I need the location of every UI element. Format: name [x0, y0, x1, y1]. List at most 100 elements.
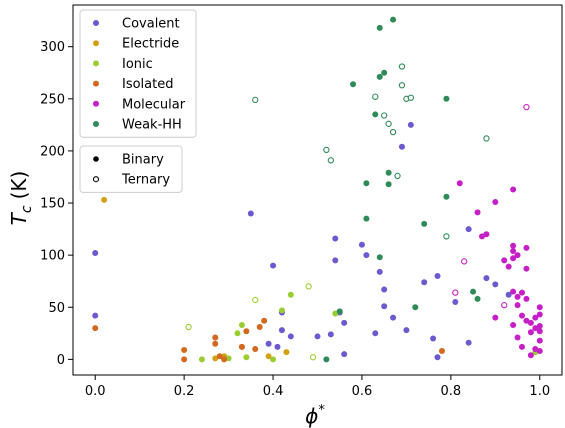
molecular-binary-point	[514, 252, 521, 259]
y-axis-ticks: 0 50 100 150 200 250 300	[40, 40, 73, 368]
electride-binary-point	[283, 349, 290, 356]
covalent-binary-point	[492, 281, 499, 288]
molecular-ternary-point	[523, 103, 530, 111]
weak-hh-ternary-point	[407, 94, 415, 101]
ionic-ternary-point	[252, 296, 259, 304]
isolated-binary-point	[92, 325, 99, 332]
molecular-binary-point	[518, 289, 525, 296]
molecular-binary-point	[536, 304, 543, 311]
ionic-binary-point	[270, 356, 277, 363]
weak-hh-ternary-point	[398, 63, 406, 70]
ionic-binary-point	[287, 291, 294, 298]
weak-hh-binary-point	[412, 304, 419, 311]
weak-hh-binary-point	[443, 95, 450, 102]
covalent-binary-point	[465, 226, 472, 233]
y-tick-label: 300	[40, 40, 65, 55]
electride-binary-point	[265, 353, 272, 360]
molecular-binary-point	[492, 314, 499, 321]
weak-hh-binary-point	[336, 308, 343, 315]
weak-hh-ternary-point	[323, 146, 330, 154]
molecular-binary-point	[510, 186, 517, 193]
covalent-binary-point	[483, 275, 490, 282]
y-tick-label: 250	[40, 92, 65, 107]
ionic-ternary-point	[185, 323, 192, 331]
molecular-binary-point	[532, 345, 539, 352]
covalent-binary-point	[430, 335, 437, 342]
molecular-binary-point	[474, 209, 481, 216]
weak-hh-binary-point	[372, 111, 379, 118]
legend-marker-ionic	[93, 60, 99, 67]
molecular-binary-point	[523, 317, 530, 324]
marker-legend-box	[79, 145, 183, 193]
molecular-binary-point	[456, 180, 463, 187]
weak-hh-binary-point	[385, 169, 392, 176]
legend-marker-type: Binary Ternary	[79, 145, 183, 193]
isolated-binary-point	[181, 346, 188, 353]
isolated-binary-point	[216, 353, 223, 360]
covalent-binary-point	[390, 314, 397, 321]
covalent-binary-point	[381, 286, 388, 293]
isolated-binary-point	[221, 356, 228, 363]
isolated-binary-point	[243, 328, 250, 335]
molecular-binary-point	[514, 293, 521, 300]
weak-hh-binary-point	[323, 356, 330, 363]
ionic-binary-point	[238, 321, 245, 328]
covalent-binary-point	[398, 143, 405, 150]
ionic-binary-point	[332, 310, 339, 317]
weak-hh-ternary-point	[443, 233, 450, 240]
molecular-binary-point	[532, 325, 539, 332]
ionic-binary-point	[278, 307, 285, 314]
legend-categories: Covalent Electride Ionic Isolated Molecular W…	[79, 9, 197, 138]
covalent-binary-point	[341, 351, 348, 358]
weak-hh-binary-point	[376, 73, 383, 80]
ionic-binary-point	[234, 330, 241, 337]
y-tick-label: 100	[40, 249, 65, 264]
covalent-binary-point	[274, 343, 281, 350]
covalent-binary-point	[465, 339, 472, 346]
molecular-binary-point	[536, 337, 543, 344]
legend-label-electride: Electride	[122, 37, 179, 52]
x-axis-ticks: 0.0 0.2 0.4 0.6 0.8 1.0	[85, 375, 550, 399]
y-tick-label: 200	[40, 144, 65, 159]
molecular-binary-point	[532, 314, 539, 321]
weak-hh-binary-point	[390, 16, 397, 23]
molecular-binary-point	[523, 244, 530, 251]
legend-box	[79, 9, 197, 138]
x-tick-label: 0.0	[85, 384, 106, 399]
legend-marker-ternary	[92, 176, 100, 183]
weak-hh-ternary-point	[483, 135, 490, 142]
covalent-binary-point	[372, 330, 379, 337]
legend-label-ternary: Ternary	[121, 173, 170, 188]
legend-label-ionic: Ionic	[122, 57, 153, 72]
isolated-binary-point	[252, 345, 259, 352]
covalent-binary-point	[92, 312, 99, 319]
x-tick-label: 0.4	[263, 384, 284, 399]
molecular-binary-point	[527, 319, 534, 326]
legend-marker-electride	[93, 40, 99, 47]
molecular-binary-point	[518, 312, 525, 319]
legend-marker-isolated	[93, 80, 99, 87]
legend-marker-binary	[93, 156, 99, 162]
plot-frame	[72, 4, 563, 376]
covalent-binary-point	[363, 252, 370, 259]
covalent-binary-point	[332, 235, 339, 242]
data-points	[92, 16, 543, 363]
legend-marker-covalent	[93, 20, 99, 26]
molecular-binary-point	[514, 302, 521, 309]
legend-marker-molecular	[93, 100, 99, 107]
molecular-binary-point	[536, 348, 543, 355]
weak-hh-ternary-point	[385, 120, 392, 127]
weak-hh-binary-point	[421, 220, 428, 227]
covalent-binary-point	[332, 257, 339, 264]
covalent-binary-point	[407, 121, 414, 128]
ionic-ternary-point	[305, 283, 312, 290]
weak-hh-binary-point	[385, 181, 392, 188]
molecular-binary-point	[536, 328, 543, 335]
y-tick-label: 0	[57, 353, 65, 368]
covalent-binary-point	[452, 299, 459, 306]
weak-hh-binary-point	[376, 24, 383, 31]
legend-label-weak-hh: Weak-HH	[122, 118, 182, 133]
molecular-binary-point	[518, 343, 525, 350]
ionic-binary-point	[198, 356, 205, 363]
